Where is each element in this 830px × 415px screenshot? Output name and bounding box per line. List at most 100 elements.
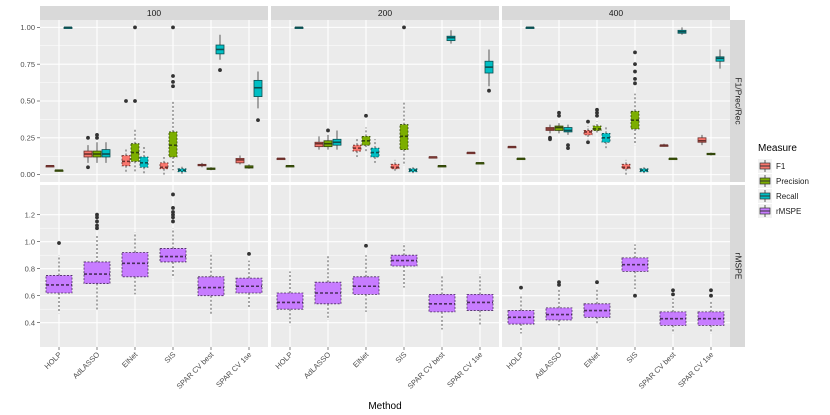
x-tick-label: HOLP [274,350,295,371]
box [197,276,225,297]
x-tick-label: SPAR CV best [175,349,216,390]
outlier-point [171,192,175,197]
x-tick-label: SPAR CV 1se [445,350,484,389]
strip-top-bg [271,6,499,20]
outlier-point [95,215,99,220]
outlier-point [57,241,61,245]
marks-layer [37,25,725,350]
legend-label: Precision [776,177,809,186]
outlier-point [633,69,637,74]
outlier-point [586,119,590,124]
x-tick-label: AdLASSO [302,350,333,381]
outlier-point [633,81,637,86]
outlier-point [566,146,570,151]
outlier-point [709,293,713,298]
box [121,252,149,278]
outlier-point [633,62,637,67]
outlier-point [171,212,175,217]
outlier-point [171,215,175,220]
x-tick-label: ElNet [351,349,371,369]
outlier-point [171,210,175,214]
outlier-point [133,99,137,103]
box [177,168,187,173]
y-tick-label: 0.25 [20,133,35,142]
y-tick-label: 0.75 [20,60,35,69]
x-tick-label: HOLP [505,350,526,371]
x-tick-label: SPAR CV best [406,349,447,390]
outlier-point [633,77,637,81]
outlier-point [633,50,637,55]
outlier-point [709,288,713,293]
x-tick-label: HOLP [43,350,64,371]
box [139,156,149,168]
outlier-point [124,99,128,103]
strip-right-bg [730,185,745,347]
outlier-point [95,226,99,231]
box [276,292,304,310]
outlier-point [671,292,675,297]
outlier-point [171,79,175,84]
outlier-point [256,118,260,123]
outlier-point [548,135,552,140]
outlier-point [364,113,368,118]
y-tick-label: 1.0 [25,237,35,246]
y-tick-label: 0.6 [25,291,35,300]
outlier-point [586,140,590,145]
x-tick-label: SPAR CV best [637,349,678,390]
strip-top-bg [40,6,268,20]
outlier-point [364,243,368,248]
box [639,168,649,173]
legend: Measure F1 Precision Recall rMSPE [758,143,809,218]
outlier-point [133,25,137,30]
legend-label: rMSPE [776,207,801,216]
y-tick-label: 0.00 [20,170,35,179]
outlier-point [595,107,599,112]
strip-right-label: F1/Prec/Rec [733,77,743,125]
panel-bg [502,185,730,347]
outlier-point [171,74,175,78]
strip-top-label: 200 [378,8,392,18]
x-tick-label: SIS [624,350,639,365]
outlier-point [671,288,675,293]
outlier-point [595,110,599,115]
x-tick-label: ElNet [120,349,140,369]
outlier-point [95,223,99,228]
panels-layer [40,6,745,347]
x-tick-label: AdLASSO [71,350,102,381]
outlier-point [633,293,637,298]
outlier-point [95,219,99,224]
outlier-point [95,132,99,137]
legend-title: Measure [758,143,797,154]
box [408,168,418,173]
outlier-point [557,113,561,118]
x-axis-title: Method [368,401,401,412]
outlier-point [95,135,99,140]
box [83,261,111,284]
y-tick-label: 0.50 [20,97,35,106]
x-tick-label: SIS [393,350,408,365]
outlier-point [487,88,491,93]
strip-right-bg [730,20,745,182]
outlier-point [247,251,251,256]
box [159,248,187,263]
outlier-point [171,84,175,89]
outlier-point [86,135,90,140]
legend-label: Recall [776,192,798,201]
panel-bg [271,185,499,347]
y-tick-label: 1.00 [20,23,35,32]
x-tick-label: ElNet [582,349,602,369]
outlier-point [171,219,175,224]
strip-top-label: 400 [609,8,623,18]
outlier-point [326,128,330,133]
box [159,162,169,170]
x-tick-label: SIS [162,350,177,365]
outlier-point [86,165,90,170]
y-tick-label: 1.2 [25,210,35,219]
x-tick-label: SPAR CV 1se [214,350,253,389]
y-tick-label: 0.4 [25,318,35,327]
outlier-point [557,280,561,285]
outlier-point [557,110,561,115]
outlier-point [171,25,175,30]
x-tick-label: AdLASSO [533,350,564,381]
outlier-point [95,212,99,217]
